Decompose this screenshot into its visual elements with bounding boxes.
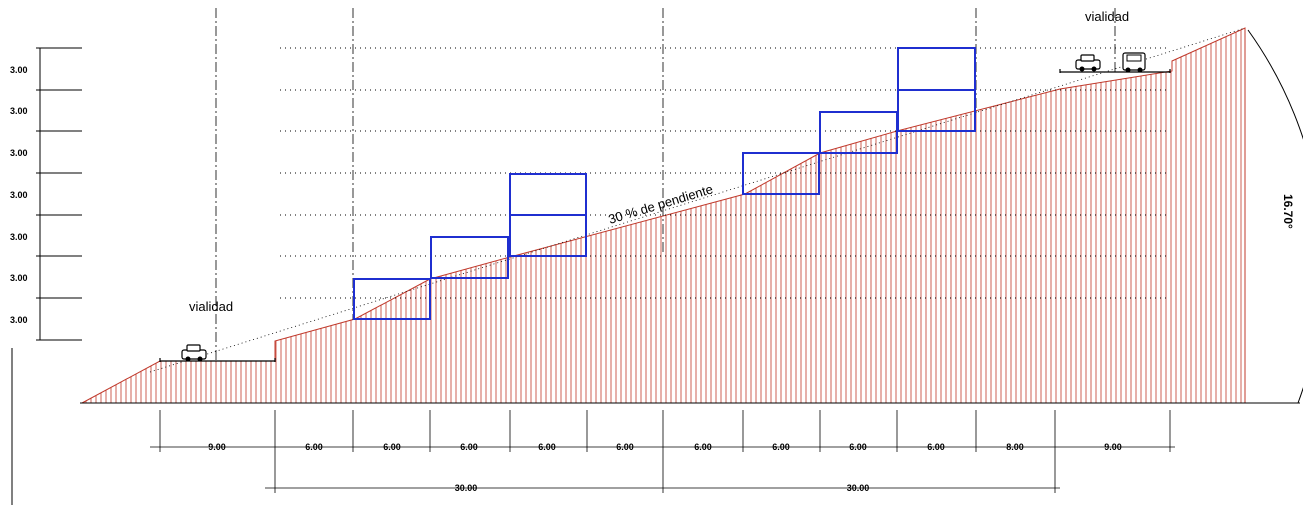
building-block: [509, 214, 587, 257]
level-label: 3.00: [10, 232, 28, 242]
road-right: [1059, 69, 1171, 73]
dimension-label: 6.00: [616, 442, 634, 452]
dimension-label: 8.00: [1006, 442, 1024, 452]
dimension-label: 6.00: [460, 442, 478, 452]
level-label: 3.00: [10, 315, 28, 325]
building-block: [819, 111, 898, 154]
building-block: [430, 236, 509, 279]
building-block: [353, 278, 431, 320]
car-icon: [1075, 54, 1101, 72]
level-scale: [11, 47, 82, 505]
axis-lines: [215, 8, 1116, 362]
level-labels: 3.00 3.00 3.00 3.00 3.00 3.00 3.00: [10, 65, 28, 325]
building-block: [509, 173, 587, 216]
road-left: [159, 358, 276, 362]
dimension-label: 6.00: [772, 442, 790, 452]
level-label: 3.00: [10, 190, 28, 200]
building-block: [742, 152, 820, 195]
angle-arc: [1247, 29, 1303, 404]
dimension-label: 6.00: [305, 442, 323, 452]
dimension-label: 6.00: [383, 442, 401, 452]
car-icon: [1122, 52, 1146, 73]
level-label: 3.00: [10, 65, 28, 75]
terrain-hatch: [85, 29, 1242, 403]
level-lines: [280, 47, 1170, 299]
dimension-labels: 9.00 6.00 6.00 6.00 6.00 6.00 6.00 6.00 …: [208, 442, 1122, 493]
level-label: 3.00: [10, 148, 28, 158]
angle-label: 16.70°: [1281, 194, 1295, 229]
level-label: 3.00: [10, 273, 28, 283]
road-label-left: vialidad: [189, 299, 233, 314]
total-dimension-label: 30.00: [847, 483, 870, 493]
building-block: [897, 89, 976, 132]
dimension-label: 9.00: [208, 442, 226, 452]
dimension-label: 6.00: [538, 442, 556, 452]
total-dimension-label: 30.00: [455, 483, 478, 493]
dimension-chain: [150, 410, 1175, 493]
dimension-label: 9.00: [1104, 442, 1122, 452]
dimension-label: 6.00: [694, 442, 712, 452]
slope-line: [149, 27, 1246, 373]
terrain-outline: [81, 27, 1246, 404]
road-label-right: vialidad: [1085, 9, 1129, 24]
buildings: [353, 47, 976, 320]
dimension-label: 6.00: [849, 442, 867, 452]
level-label: 3.00: [10, 106, 28, 116]
car-icon: [181, 344, 207, 362]
dimension-label: 6.00: [927, 442, 945, 452]
building-block: [897, 47, 976, 91]
